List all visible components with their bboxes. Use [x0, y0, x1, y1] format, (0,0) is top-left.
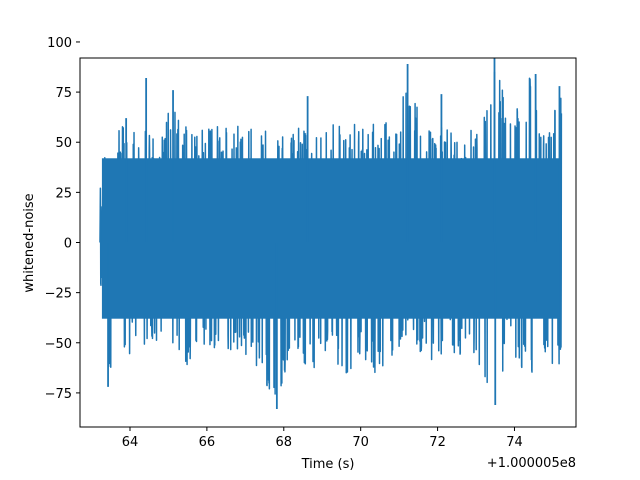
- plot-area: [79, 57, 577, 428]
- x-axis-offset-label: +1.000005e8: [487, 456, 576, 471]
- y-tick-label: 50: [55, 136, 72, 151]
- y-tick-label: 100: [47, 36, 72, 51]
- signal-series: [99, 58, 563, 409]
- y-tick-label: 75: [55, 86, 72, 101]
- x-tick-label: 64: [122, 435, 139, 450]
- x-tick-label: 68: [276, 435, 293, 450]
- x-tick-label: 74: [506, 435, 523, 450]
- y-tick-label: −25: [45, 287, 72, 302]
- signal-core-band: [101, 158, 560, 319]
- y-axis-label: whitened-noise: [22, 193, 37, 292]
- y-axis-ticks: −75 −50 −25 0 25 50 75 100: [45, 36, 80, 402]
- y-tick-label: −50: [45, 337, 72, 352]
- x-axis-label: Time (s): [301, 457, 355, 472]
- y-tick-label: 0: [64, 237, 72, 252]
- x-tick-label: 66: [199, 435, 216, 450]
- x-axis-ticks: 64 66 68 70 72 74: [122, 427, 523, 450]
- x-tick-label: 72: [429, 435, 446, 450]
- y-tick-label: −75: [45, 387, 72, 402]
- x-tick-label: 70: [352, 435, 369, 450]
- y-tick-label: 25: [55, 186, 72, 201]
